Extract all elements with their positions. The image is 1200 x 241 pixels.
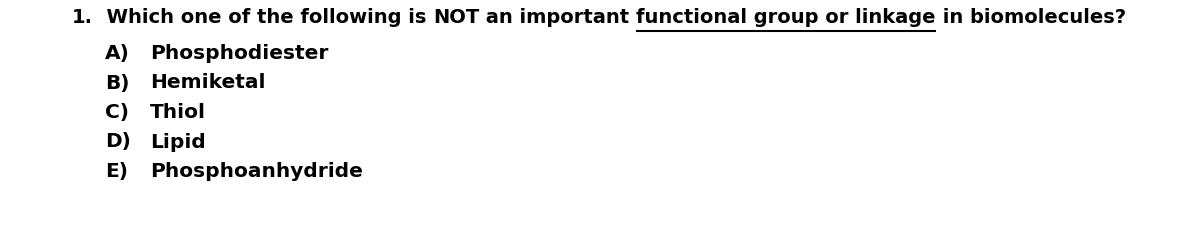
Text: NOT: NOT xyxy=(433,8,479,27)
Text: Phosphoanhydride: Phosphoanhydride xyxy=(150,162,362,181)
Text: Thiol: Thiol xyxy=(150,103,206,122)
Text: Phosphodiester: Phosphodiester xyxy=(150,44,329,63)
Text: an important: an important xyxy=(479,8,636,27)
Text: Which one of the following is: Which one of the following is xyxy=(94,8,433,27)
Text: C): C) xyxy=(106,103,130,122)
Text: functional group or linkage: functional group or linkage xyxy=(636,8,936,27)
Text: in biomolecules?: in biomolecules? xyxy=(936,8,1126,27)
Text: A): A) xyxy=(106,44,130,63)
Text: D): D) xyxy=(106,133,131,152)
Text: Hemiketal: Hemiketal xyxy=(150,74,265,93)
Text: E): E) xyxy=(106,162,128,181)
Text: 1.: 1. xyxy=(72,8,94,27)
Text: B): B) xyxy=(106,74,130,93)
Text: Lipid: Lipid xyxy=(150,133,205,152)
